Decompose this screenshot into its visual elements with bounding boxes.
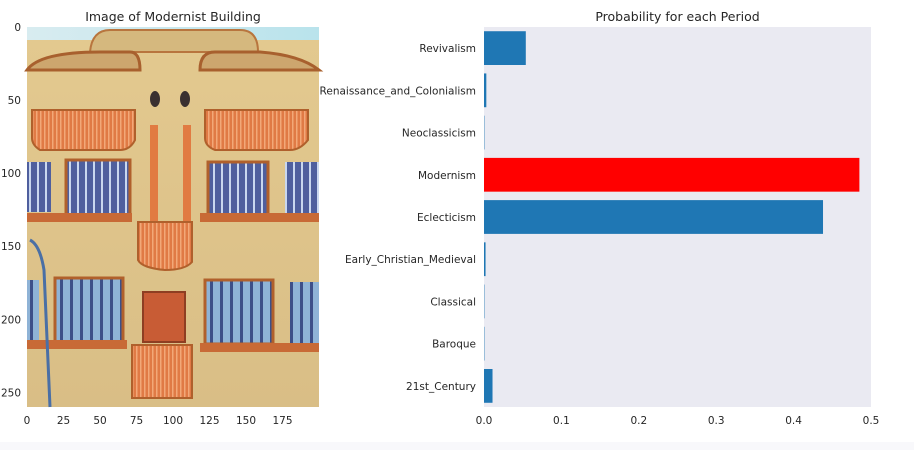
image-panel-title: Image of Modernist Building bbox=[85, 9, 261, 24]
value-tick-label: 0.2 bbox=[630, 415, 647, 427]
image-x-tick-label: 150 bbox=[236, 415, 256, 427]
image-x-axis: 0 25 50 75 100 125 150 175 bbox=[24, 415, 293, 427]
category-tick-label: Early_Christian_Medieval bbox=[345, 254, 476, 266]
bar-21st-century bbox=[484, 369, 493, 403]
image-x-tick-label: 50 bbox=[93, 415, 106, 427]
category-tick-label: Revivalism bbox=[419, 43, 476, 55]
value-tick-label: 0.1 bbox=[553, 415, 570, 427]
value-tick-label: 0.3 bbox=[708, 415, 725, 427]
category-tick-label: Modernism bbox=[418, 170, 476, 182]
category-tick-label: Classical bbox=[430, 296, 476, 308]
bar-series bbox=[484, 31, 860, 403]
bottom-strip bbox=[0, 442, 914, 450]
category-tick-label: Baroque bbox=[432, 339, 476, 351]
image-y-tick-label: 0 bbox=[14, 22, 21, 34]
category-tick-label: Neoclassicism bbox=[402, 128, 476, 140]
image-y-tick-label: 200 bbox=[1, 314, 21, 326]
chart-title: Probability for each Period bbox=[595, 9, 760, 24]
image-x-tick-label: 125 bbox=[199, 415, 219, 427]
image-x-tick-label: 175 bbox=[272, 415, 292, 427]
category-axis: Revivalism Renaissance_and_Colonialism Neo… bbox=[320, 43, 476, 393]
bar-early-christian-medieval bbox=[484, 242, 486, 277]
bar-renaissance-and-colonialism bbox=[484, 73, 487, 108]
image-x-tick-label: 25 bbox=[57, 415, 70, 427]
bar-revivalism bbox=[484, 31, 526, 65]
image-x-tick-label: 75 bbox=[130, 415, 143, 427]
category-tick-label: Renaissance_and_Colonialism bbox=[320, 85, 476, 97]
image-x-tick-label: 0 bbox=[24, 415, 31, 427]
value-tick-label: 0.4 bbox=[785, 415, 802, 427]
value-tick-label: 0.5 bbox=[863, 415, 880, 427]
image-x-tick-label: 100 bbox=[163, 415, 183, 427]
value-axis: 0.0 0.1 0.2 0.3 0.4 0.5 bbox=[476, 415, 880, 427]
bar-modernism bbox=[484, 157, 860, 192]
value-tick-label: 0.0 bbox=[476, 415, 493, 427]
bar-eclecticism bbox=[484, 200, 824, 234]
image-y-tick-label: 100 bbox=[1, 168, 21, 180]
image-y-axis: 0 50 100 150 200 250 bbox=[1, 22, 21, 399]
category-tick-label: 21st_Century bbox=[406, 381, 476, 393]
category-tick-label: Eclecticism bbox=[417, 212, 476, 224]
image-y-tick-label: 50 bbox=[8, 95, 21, 107]
image-y-tick-label: 150 bbox=[1, 241, 21, 253]
building-photo bbox=[24, 27, 324, 408]
image-y-tick-label: 250 bbox=[1, 387, 21, 399]
